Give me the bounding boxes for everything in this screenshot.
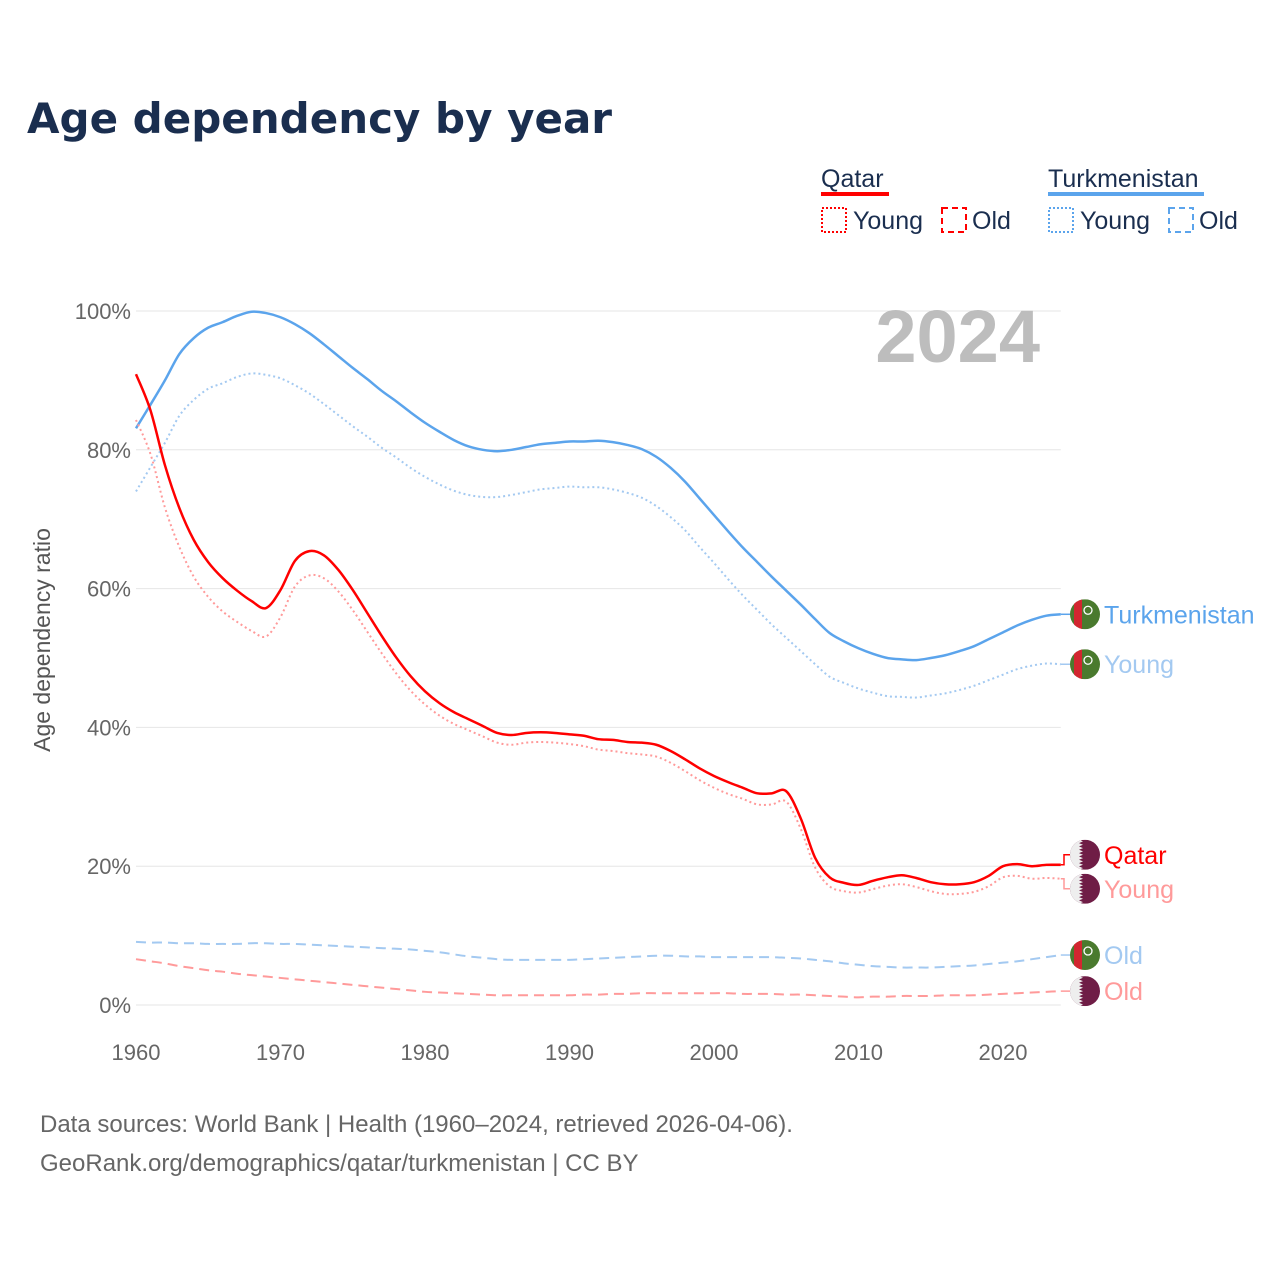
end-label-text: Young [1104, 876, 1174, 904]
line-qat_total[interactable] [134, 373, 1061, 887]
x-tick-label: 2010 [834, 1040, 883, 1065]
flag-stripe [1074, 940, 1082, 971]
y-tick-label: 60% [87, 577, 131, 602]
end-labels: Turkmenistan Young Qatar Young Old Old [1060, 599, 1255, 1007]
end-label-text: Old [1104, 978, 1143, 1006]
legend-turkmenistan-old-swatch [1168, 207, 1194, 233]
y-axis-label: Age dependency ratio [29, 528, 55, 752]
end-label-qat_old: Old [1060, 976, 1143, 1007]
end-label-qat_young: Young [1060, 873, 1174, 904]
legend-turkmenistan-young[interactable]: Young [1080, 207, 1150, 235]
line-tkm_total[interactable] [134, 310, 1061, 662]
footer-sources: Data sources: World Bank | Health (1960–… [40, 1111, 793, 1138]
end-label-text: Qatar [1104, 842, 1167, 870]
flag-serration [1070, 873, 1083, 904]
legend-qatar-title[interactable]: Qatar [821, 165, 884, 193]
chart-title: Age dependency by year [27, 94, 612, 143]
qatar-flag-icon [1070, 976, 1100, 1007]
flag-stripe [1074, 649, 1082, 680]
x-tick-label: 1990 [545, 1040, 594, 1065]
y-axis-ticks: 0% 20% 40% 60% 80% 100% [75, 299, 131, 1018]
flag-crescent [1083, 655, 1093, 665]
end-label-text: Young [1104, 651, 1174, 679]
end-label-tkm_young: Young [1060, 649, 1174, 680]
qatar-flag-icon [1070, 839, 1100, 870]
line-qat_old[interactable] [135, 958, 1061, 999]
y-tick-label: 20% [87, 854, 131, 879]
y-tick-label: 80% [87, 438, 131, 463]
x-tick-label: 1960 [112, 1040, 161, 1065]
end-label-text: Old [1104, 942, 1143, 970]
turkmenistan-flag-icon [1070, 649, 1100, 680]
footer-url[interactable]: GeoRank.org/demographics/qatar/turkmenis… [40, 1150, 639, 1177]
flag-serration [1070, 839, 1083, 870]
x-tick-label: 2000 [690, 1040, 739, 1065]
y-tick-label: 100% [75, 299, 131, 324]
x-tick-label: 1970 [256, 1040, 305, 1065]
turkmenistan-flag-icon [1070, 940, 1100, 971]
legend-qatar-young-swatch [821, 207, 847, 233]
gridlines [136, 310, 1061, 1006]
legend-turkmenistan-swatch [1048, 192, 1204, 196]
label-connector [1060, 854, 1072, 866]
end-label-qat_total: Qatar [1060, 839, 1167, 870]
x-tick-label: 2020 [979, 1040, 1028, 1065]
year-badge: 2024 [875, 295, 1040, 378]
qatar-flag-icon [1070, 873, 1100, 904]
series-lines [134, 310, 1061, 999]
end-label-tkm_old: Old [1060, 940, 1143, 971]
flag-stripe [1074, 599, 1082, 630]
legend-qatar-swatch [821, 192, 889, 196]
legend-turkmenistan-young-swatch [1048, 207, 1074, 233]
x-axis-ticks: 1960 1970 1980 1990 2000 2010 2020 [112, 1040, 1028, 1065]
label-connector [1060, 877, 1072, 890]
flag-crescent [1083, 946, 1093, 956]
legend-qatar-young[interactable]: Young [853, 207, 923, 235]
end-label-tkm_total: Turkmenistan [1060, 599, 1255, 630]
x-tick-label: 1980 [401, 1040, 450, 1065]
line-qat_young[interactable] [135, 419, 1061, 896]
end-label-text: Turkmenistan [1104, 601, 1255, 629]
line-tkm_young[interactable] [135, 372, 1061, 699]
legend-turkmenistan-old[interactable]: Old [1199, 207, 1238, 235]
y-tick-label: 40% [87, 715, 131, 740]
legend: Qatar Young Old Turkmenistan Young Old [821, 165, 1238, 235]
legend-qatar-old-swatch [941, 207, 967, 233]
legend-qatar-old[interactable]: Old [972, 207, 1011, 235]
legend-turkmenistan-title[interactable]: Turkmenistan [1048, 165, 1199, 193]
line-tkm_old[interactable] [135, 940, 1061, 969]
y-tick-label: 0% [99, 993, 131, 1018]
flag-serration [1070, 976, 1083, 1007]
turkmenistan-flag-icon [1070, 599, 1100, 630]
flag-crescent [1083, 605, 1093, 615]
